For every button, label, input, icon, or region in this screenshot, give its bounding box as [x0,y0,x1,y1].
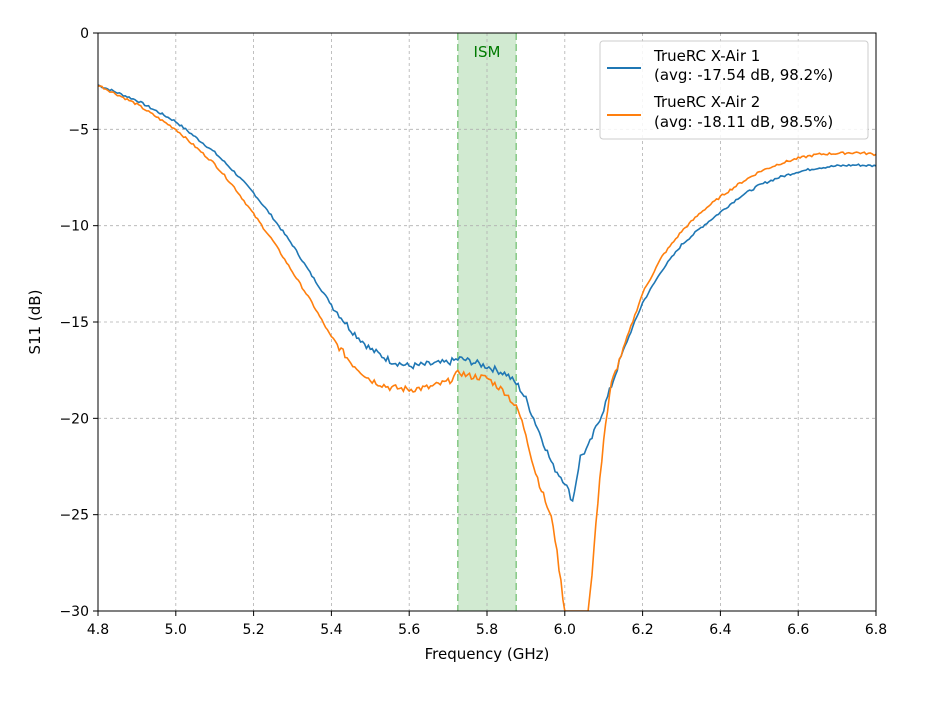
legend-sublabel-series-2: (avg: -18.11 dB, 98.5%) [654,113,833,131]
series-layer [98,84,876,611]
tick-layer: 4.8 5.0 5.2 5.4 5.6 5.8 6.0 6.2 6.4 6.6 6.8 0 −5 −10 −… [59,26,887,638]
y-tick-label: −15 [59,315,89,331]
x-tick-label: 6.2 [631,622,653,638]
x-tick-label: 5.8 [476,622,498,638]
legend-label-series-1: TrueRC X-Air 1 [653,47,760,65]
y-tick-label: −25 [59,508,89,524]
x-tick-label: 5.6 [398,622,420,638]
series-line-1 [98,84,876,503]
legend-sublabel-series-1: (avg: -17.54 dB, 98.2%) [654,66,833,84]
x-tick-label: 6.0 [554,622,576,638]
legend: TrueRC X-Air 1 (avg: -17.54 dB, 98.2%) T… [599,40,869,140]
x-tick-label: 5.2 [242,622,264,638]
x-tick-label: 6.8 [865,622,887,638]
y-axis-label: S11 (dB) [26,290,44,355]
x-tick-label: 6.4 [709,622,731,638]
x-tick-label: 6.6 [787,622,809,638]
y-tick-label: 0 [80,26,89,42]
series-line-2 [98,85,876,611]
legend-box [599,40,869,140]
y-tick-label: −5 [68,122,89,138]
x-tick-label: 5.0 [165,622,187,638]
y-tick-label: −30 [59,604,89,620]
legend-label-series-2: TrueRC X-Air 2 [653,93,760,111]
y-tick-label: −10 [59,219,89,235]
x-axis-label: Frequency (GHz) [425,645,550,663]
x-tick-label: 4.8 [87,622,109,638]
y-tick-label: −20 [59,411,89,427]
x-tick-label: 5.4 [320,622,342,638]
